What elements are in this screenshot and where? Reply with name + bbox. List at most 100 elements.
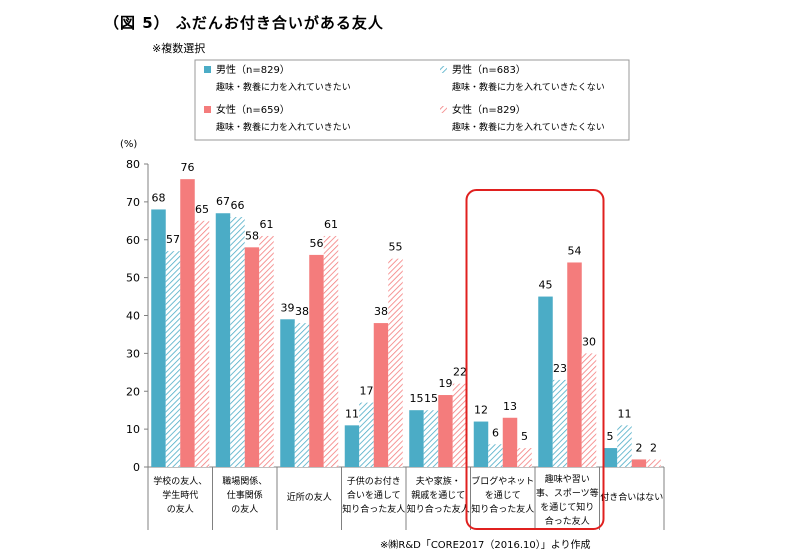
bar-s0-c1 [215, 213, 231, 467]
bar-s3-c2 [323, 235, 339, 467]
data-label-s2-c3: 38 [374, 305, 388, 318]
legend-sub-0: 趣味・教養に力を入れていきたい [216, 81, 351, 93]
bar-s0-c5 [473, 421, 489, 467]
bar-s3-c1 [259, 235, 274, 467]
y-tick-label: 0 [133, 461, 140, 474]
y-tick-label: 20 [126, 385, 140, 398]
bar-s0-c6 [538, 296, 553, 467]
legend-box [194, 59, 630, 141]
data-label-s2-c0: 76 [181, 161, 195, 174]
y-tick-label: 30 [126, 347, 140, 360]
data-label-s0-c1: 67 [216, 195, 230, 208]
data-label-s3-c1: 61 [260, 218, 274, 231]
bar-s1-c5 [488, 444, 503, 467]
legend-label-2: 女性（n=659） [216, 103, 290, 116]
y-tick-label: 40 [126, 310, 140, 323]
data-label-s2-c7: 2 [636, 441, 643, 454]
legend: 男性（n=829） 趣味・教養に力を入れていきたい 男性（n=683） 趣味・教養に力… [194, 59, 630, 141]
data-label-s3-c4: 22 [453, 366, 467, 379]
bar-s2-c6 [567, 262, 582, 467]
data-label-s2-c2: 56 [310, 237, 324, 250]
bar-s1-c4 [423, 410, 439, 467]
data-label-s0-c7: 5 [607, 430, 614, 443]
category-label-7: 付き合いはない [600, 491, 663, 503]
y-tick-label: 10 [126, 423, 140, 436]
data-label-s1-c0: 57 [166, 233, 180, 246]
data-label-s0-c0: 68 [152, 191, 166, 204]
category-label-0: 学校の友人、学生時代の友人 [153, 475, 207, 515]
data-label-s2-c4: 19 [439, 377, 453, 390]
y-axis-label: (%) [120, 139, 137, 150]
data-label-s0-c3: 11 [345, 407, 359, 420]
data-label-s1-c3: 17 [360, 385, 374, 398]
bar-s2-c7 [631, 459, 647, 467]
legend-label-0: 男性（n=829） [216, 63, 290, 76]
bar-s3-c3 [388, 258, 403, 467]
legend-swatch-3 [440, 106, 447, 113]
data-label-s3-c5: 5 [521, 430, 528, 443]
category-label-3: 子供のお付き合いを通して知り合った友人 [342, 475, 405, 515]
bar-s1-c7 [617, 425, 632, 467]
data-label-s1-c6: 23 [553, 362, 567, 375]
bar-s1-c1 [230, 217, 245, 467]
data-label-s1-c1: 66 [231, 199, 245, 212]
legend-swatch-0 [204, 66, 211, 73]
highlight-box [465, 189, 605, 530]
legend-sub-3: 趣味・教養に力を入れていきたくない [452, 121, 605, 133]
legend-swatch-1 [440, 66, 447, 73]
legend-label-1: 男性（n=683） [452, 63, 526, 76]
y-tick-label: 50 [126, 272, 140, 285]
data-label-s2-c1: 58 [245, 229, 259, 242]
bar-s0-c4 [409, 410, 424, 467]
bar-s3-c7 [646, 459, 661, 467]
category-label-6: 趣味や習い事、スポーツ等を通じて知り合った友人 [536, 473, 599, 527]
category-label-4: 夫や家族・親戚を通じて知り合った友人 [407, 475, 470, 515]
data-label-s1-c5: 6 [492, 426, 499, 439]
data-label-s0-c2: 39 [281, 301, 295, 314]
y-tick-label: 60 [126, 234, 140, 247]
bar-s0-c2 [280, 319, 295, 467]
bar-s1-c6 [552, 379, 568, 467]
data-label-s3-c3: 55 [389, 241, 403, 254]
bar-s3-c5 [517, 448, 532, 467]
bar-s2-c2 [309, 254, 324, 467]
data-label-s1-c4: 15 [424, 392, 438, 405]
category-label-2: 近所の友人 [287, 491, 332, 503]
bar-s3-c4 [452, 383, 468, 467]
bar-s0-c7 [602, 448, 618, 467]
data-label-s3-c0: 65 [195, 203, 209, 216]
bar-s1-c3 [359, 402, 374, 467]
category-label-1: 職場関係、仕事関係の友人 [222, 475, 267, 515]
data-label-s2-c5: 13 [503, 400, 517, 413]
data-label-s2-c6: 54 [568, 244, 582, 257]
bar-s2-c1 [244, 247, 260, 467]
bar-s0-c0 [151, 209, 166, 467]
bar-s3-c0 [194, 220, 210, 467]
data-label-s1-c2: 38 [295, 305, 309, 318]
legend-sub-1: 趣味・教養に力を入れていきたくない [452, 81, 605, 93]
bar-s1-c2 [294, 323, 310, 467]
data-label-s0-c5: 12 [474, 404, 488, 417]
chart-title: （図 5） ふだんお付き合いがある友人 [104, 14, 384, 32]
legend-swatch-2 [204, 106, 211, 113]
bar-s3-c6 [581, 353, 597, 467]
bars [151, 179, 661, 467]
chart-subtitle: ※複数選択 [152, 42, 206, 55]
chart-source: ※㈱R&D「CORE2017（2016.10）」より作成 [380, 540, 591, 551]
bar-s2-c0 [180, 179, 195, 467]
bar-s2-c5 [502, 417, 518, 467]
bar-s0-c3 [344, 425, 360, 467]
y-tick-label: 70 [126, 196, 140, 209]
data-label-s0-c6: 45 [539, 279, 553, 292]
category-label-5: ブログやネットを通じて知り合った友人 [471, 475, 534, 515]
bar-s2-c3 [373, 323, 389, 467]
data-label-s1-c7: 11 [618, 407, 632, 420]
data-labels: 68 67 39 11 15 12 45 5 57 66 38 17 15 6 23 11 76 58 56 38 19… [152, 161, 658, 454]
data-label-s3-c2: 61 [324, 218, 338, 231]
y-tick-label: 80 [126, 158, 140, 171]
bar-s2-c4 [438, 395, 453, 467]
data-label-s3-c7: 2 [650, 441, 657, 454]
legend-sub-2: 趣味・教養に力を入れていきたい [216, 121, 351, 133]
